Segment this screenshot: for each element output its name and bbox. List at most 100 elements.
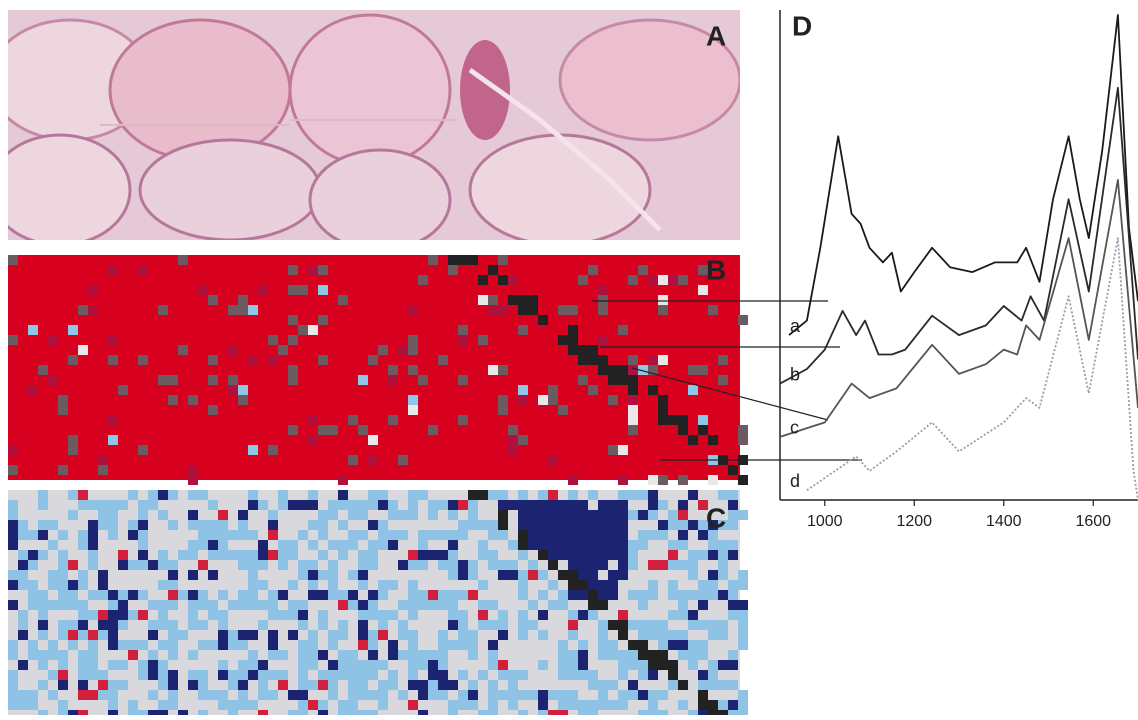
pixel (668, 660, 678, 670)
pixel (568, 630, 578, 640)
pixel (138, 550, 148, 560)
pixel (28, 590, 38, 600)
pixel (158, 490, 168, 500)
pixel (438, 600, 448, 610)
pixel (538, 550, 548, 560)
pixel (508, 275, 518, 285)
pixel (658, 650, 668, 660)
pixel (218, 670, 228, 680)
pixel (698, 580, 708, 590)
pixel (308, 520, 318, 530)
pixel (578, 700, 588, 710)
pixel (68, 325, 78, 335)
pixel (138, 500, 148, 510)
pixel (58, 530, 68, 540)
pixel (378, 345, 388, 355)
pixel (298, 500, 308, 510)
pixel (238, 600, 248, 610)
leader-line (631, 367, 829, 421)
pixel (68, 580, 78, 590)
pixel (408, 590, 418, 600)
pixel (78, 530, 88, 540)
pixel (348, 600, 358, 610)
pixel (408, 660, 418, 670)
pixel (118, 550, 128, 560)
pixel (578, 670, 588, 680)
pixel (658, 630, 668, 640)
pixel (498, 520, 508, 530)
pixel (268, 610, 278, 620)
pixel (328, 630, 338, 640)
pixel (308, 640, 318, 650)
pixel (218, 550, 228, 560)
pixel (108, 500, 118, 510)
pixel (368, 710, 378, 720)
pixel (678, 520, 688, 530)
pixel (38, 490, 48, 500)
pixel (128, 640, 138, 650)
pixel (548, 690, 558, 700)
pixel (468, 255, 478, 265)
pixel (318, 710, 328, 720)
pixel (418, 690, 428, 700)
pixel (388, 365, 398, 375)
pixel (488, 365, 498, 375)
pixel (268, 550, 278, 560)
pixel (328, 680, 338, 690)
pixel (558, 650, 568, 660)
pixel (658, 305, 668, 315)
pixel (58, 590, 68, 600)
pixel (428, 680, 438, 690)
pixel (348, 660, 358, 670)
pixel (468, 520, 478, 530)
spectrum-line (779, 86, 1138, 385)
pixel (608, 580, 618, 590)
pixel (718, 490, 728, 500)
pixel (638, 670, 648, 680)
legend-label: d (790, 471, 800, 491)
pixel (688, 435, 698, 445)
pixel (208, 690, 218, 700)
pixel (498, 395, 508, 405)
pixel (578, 610, 588, 620)
pixel (328, 660, 338, 670)
pixel (578, 560, 588, 570)
pixel (18, 610, 28, 620)
pixel (408, 550, 418, 560)
pixel (638, 600, 648, 610)
pixel (308, 560, 318, 570)
pixel (358, 660, 368, 670)
pixel (138, 610, 148, 620)
pixel (198, 690, 208, 700)
pixel (408, 345, 418, 355)
pixel (38, 620, 48, 630)
pixel (608, 520, 618, 530)
pixel (168, 560, 178, 570)
pixel (648, 630, 658, 640)
pixel (138, 445, 148, 455)
pixel (518, 580, 528, 590)
pixel (658, 640, 668, 650)
pixel (568, 690, 578, 700)
pixel (78, 600, 88, 610)
pixel (218, 640, 228, 650)
pixel (498, 560, 508, 570)
pixel (398, 345, 408, 355)
pixel (678, 275, 688, 285)
pixel (538, 510, 548, 520)
pixel (8, 540, 18, 550)
pixel (78, 490, 88, 500)
pixel (438, 680, 448, 690)
pixel (78, 660, 88, 670)
pixel (478, 600, 488, 610)
pixel (558, 700, 568, 710)
pixel (538, 500, 548, 510)
pixel (378, 530, 388, 540)
pixel (308, 580, 318, 590)
pixel (668, 680, 678, 690)
pixel (528, 295, 538, 305)
pixel (478, 335, 488, 345)
pixel (238, 305, 248, 315)
pixel (478, 275, 488, 285)
pixel (308, 265, 318, 275)
